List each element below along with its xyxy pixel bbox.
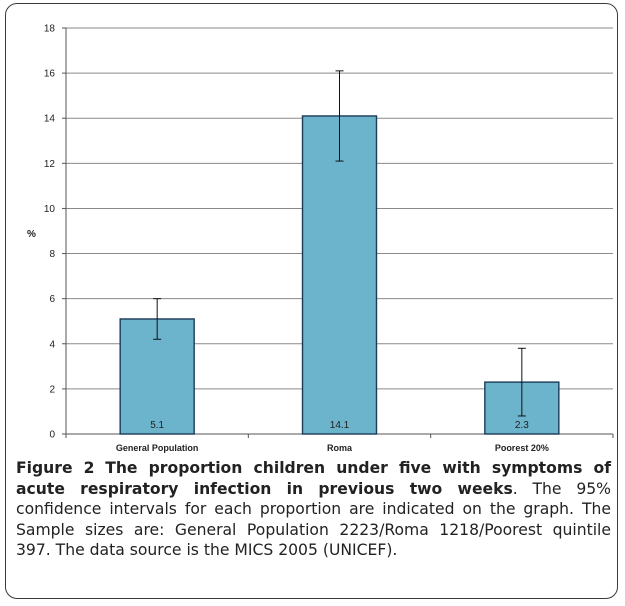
y-axis-label: %: [27, 229, 36, 240]
category-label: Poorest 20%: [495, 443, 549, 453]
data-label: 2.3: [515, 420, 529, 431]
y-tick-label: 2: [49, 384, 55, 395]
data-label: 14.1: [330, 420, 350, 431]
data-label: 5.1: [150, 420, 164, 431]
y-tick-label: 12: [44, 159, 56, 170]
y-tick-label: 6: [49, 294, 55, 305]
bars: [119, 70, 560, 435]
bar-chart: 0 2 4 6 8 10 12 14 16 18 5.1 General Population 14.1…: [27, 24, 614, 454]
y-tick-label: 0: [49, 430, 55, 441]
category-label: General Population: [116, 443, 199, 453]
bar: [301, 115, 378, 435]
labels: 0 2 4 6 8 10 12 14 16 18 5.1 General Population 14.1…: [44, 24, 549, 454]
y-tick-label: 16: [44, 69, 56, 80]
y-tick-label: 4: [49, 339, 55, 350]
caption-title: The proportion children under five with …: [16, 459, 612, 498]
caption-body: . The 95% confidence intervals for each …: [16, 479, 611, 560]
y-tick-label: 14: [44, 114, 56, 125]
figure-caption: Figure 2 The proportion children under f…: [16, 458, 611, 561]
caption-label: Figure 2: [16, 459, 95, 477]
y-tick-label: 18: [44, 24, 56, 35]
category-label: Roma: [327, 443, 353, 453]
y-tick-label: 8: [49, 249, 55, 260]
y-tick-label: 10: [44, 204, 56, 215]
